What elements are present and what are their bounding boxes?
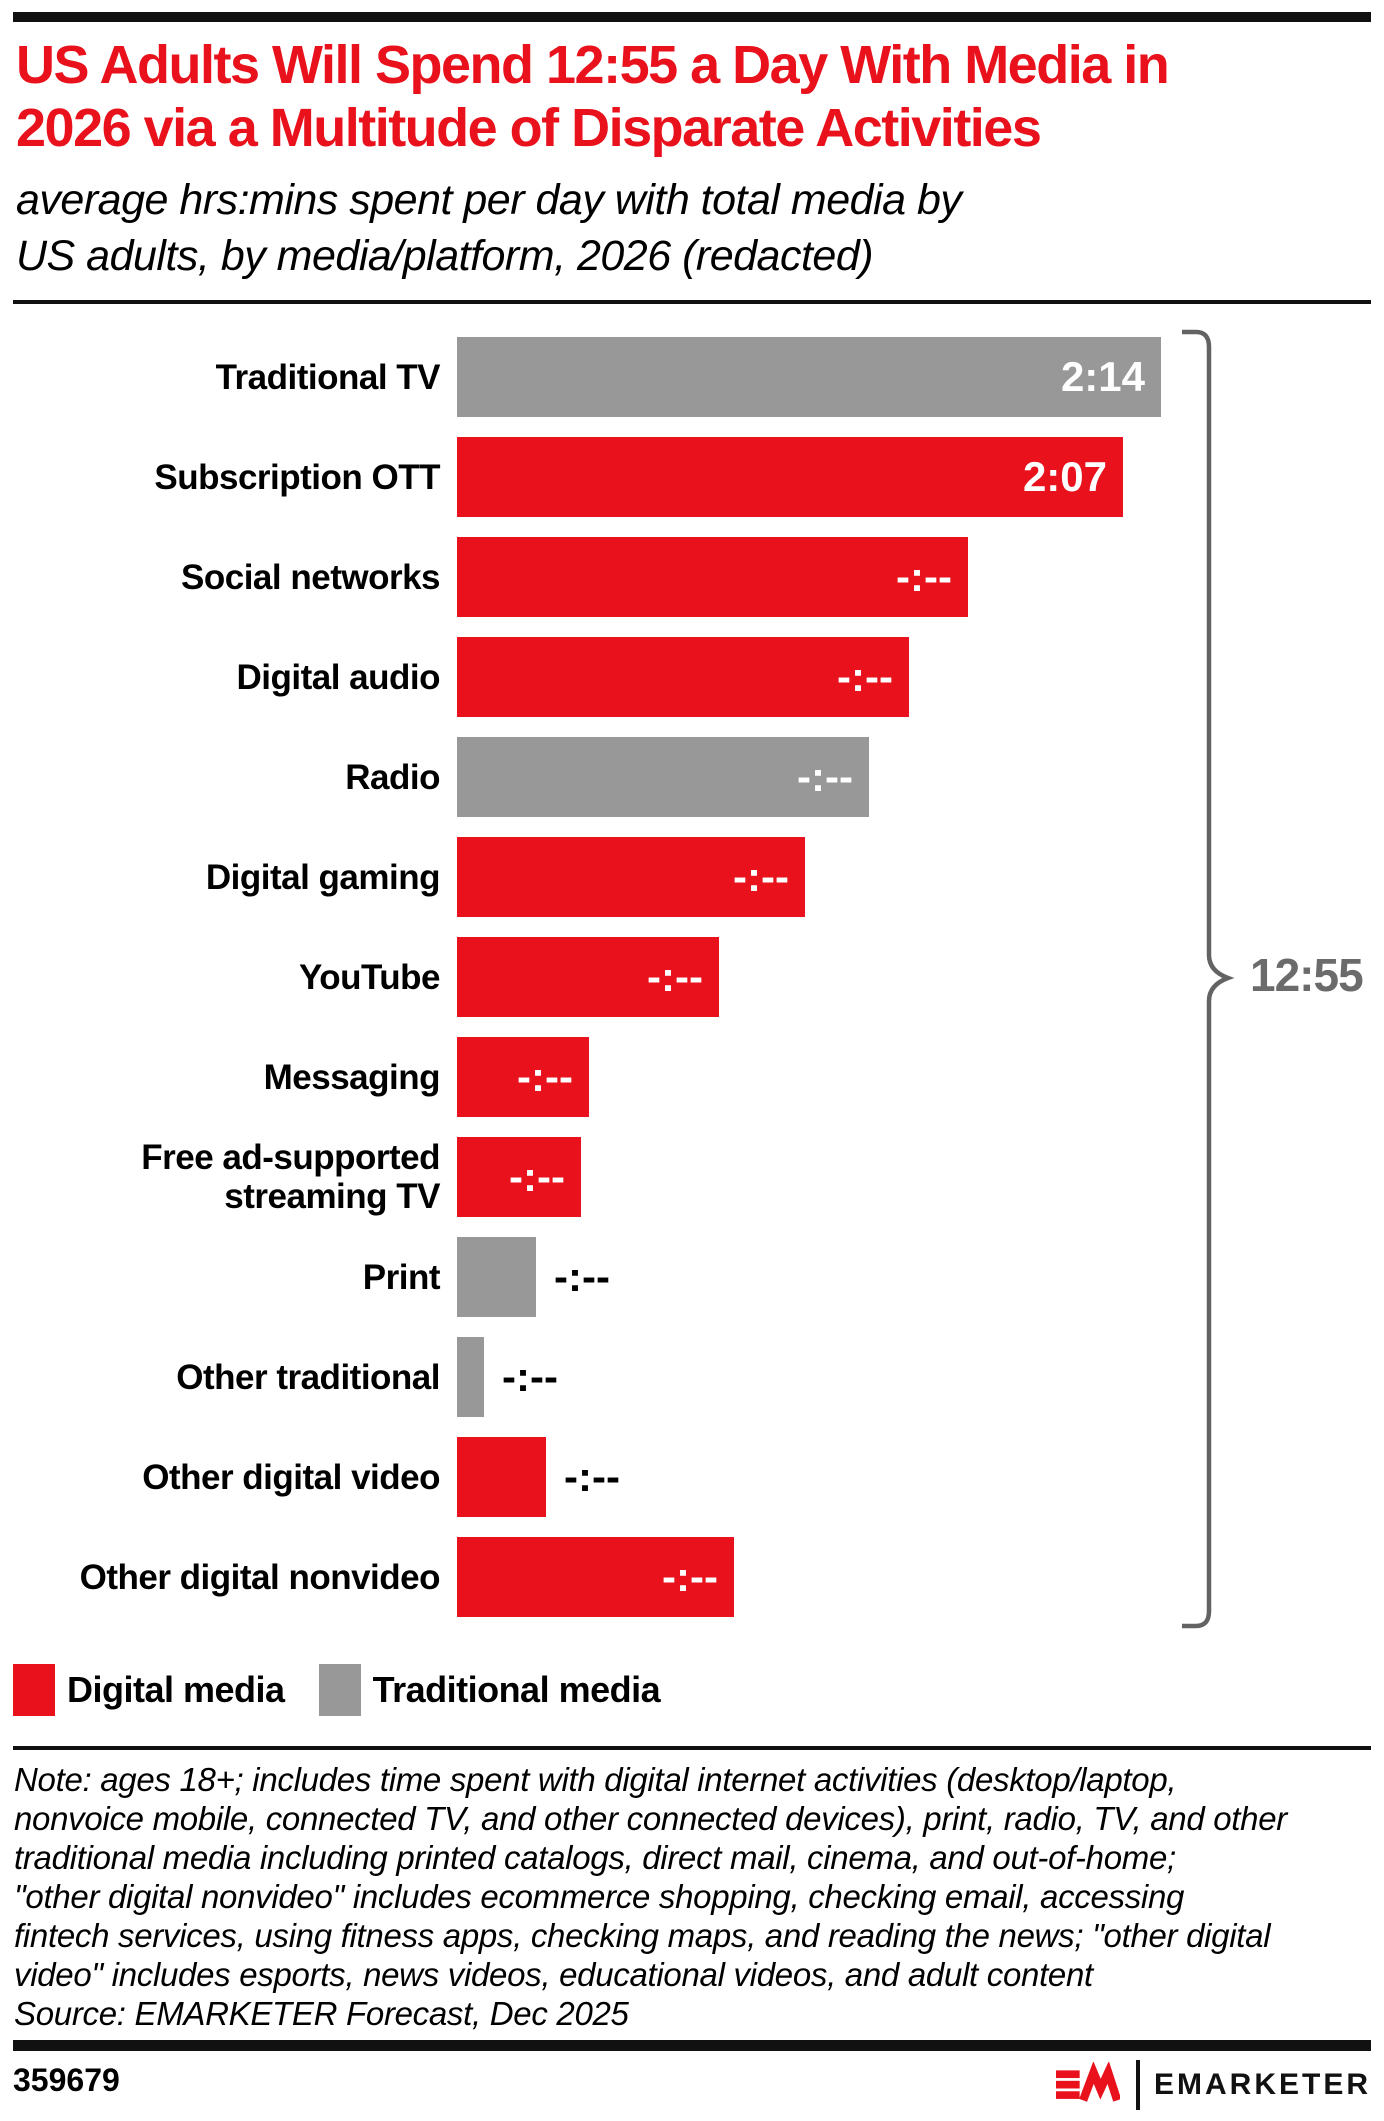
bar-value: -:-- xyxy=(502,1353,558,1400)
bar-value: -:-- xyxy=(509,1153,565,1200)
bar: -:-- xyxy=(457,1537,734,1617)
bar-value: -:-- xyxy=(837,653,893,700)
chart-subtitle-line2: US adults, by media/platform, 2026 (reda… xyxy=(16,232,874,280)
bar-value: -:-- xyxy=(564,1453,620,1500)
bar-value: -:-- xyxy=(517,1053,573,1100)
bar-label: Print xyxy=(362,1257,441,1297)
bar-label: Other digital nonvideo xyxy=(79,1557,441,1597)
em-logo-m xyxy=(1079,2062,1120,2102)
legend-item-digital: Digital media xyxy=(13,1664,285,1716)
chart-title-line1: US Adults Will Spend 12:55 a Day With Me… xyxy=(16,35,1170,95)
legend: Digital media Traditional media xyxy=(13,1664,694,1716)
bar xyxy=(457,1437,546,1517)
bar xyxy=(457,1337,484,1417)
footer-rule xyxy=(13,2040,1371,2051)
chart-note: Note: ages 18+; includes time spent with… xyxy=(14,1760,1374,2033)
bar: -:-- xyxy=(457,937,719,1017)
bar-value: 2:07 xyxy=(1022,453,1107,500)
title-divider xyxy=(13,300,1371,304)
bar: -:-- xyxy=(457,537,968,617)
bar-label: Subscription OTT xyxy=(154,457,440,497)
bar xyxy=(457,1237,536,1317)
note-divider xyxy=(13,1746,1371,1750)
bar-value: -:-- xyxy=(797,753,853,800)
bar: -:-- xyxy=(457,1137,581,1217)
bar: 2:14 xyxy=(457,337,1161,417)
bar-label: Other traditional xyxy=(176,1357,440,1397)
bar-label: Social networks xyxy=(181,557,440,597)
source-line: Source: EMARKETER Forecast, Dec 2025 xyxy=(14,1995,629,2032)
total-brace-path xyxy=(1182,329,1235,1629)
note-line: nonvoice mobile, connected TV, and other… xyxy=(14,1800,1287,1837)
emarketer-logo: EMARKETER xyxy=(1055,2060,1371,2110)
legend-swatch-traditional xyxy=(318,1664,361,1716)
bar-label: Radio xyxy=(345,757,440,797)
legend-swatch-digital xyxy=(13,1664,55,1716)
note-line: traditional media including printed cata… xyxy=(14,1839,1176,1876)
bar: -:-- xyxy=(457,837,805,917)
total-brace xyxy=(1182,329,1235,1629)
logo-wordmark: EMARKETER xyxy=(1153,2068,1371,2101)
bar-value: -:-- xyxy=(554,1253,610,1300)
note-line: "other digital nonvideo" includes ecomme… xyxy=(14,1878,1185,1915)
bar-value: -:-- xyxy=(733,853,789,900)
note-line: fintech services, using fitness apps, ch… xyxy=(14,1917,1271,1954)
top-rule xyxy=(13,12,1371,22)
bar-label: Digital audio xyxy=(236,657,441,697)
total-value: 12:55 xyxy=(1250,949,1364,1001)
em-logo-mark xyxy=(1055,2062,1120,2102)
note-line: video" includes esports, news videos, ed… xyxy=(14,1956,1093,1993)
bar-label: Traditional TV xyxy=(215,357,441,397)
bar-label: Digital gaming xyxy=(205,857,441,897)
bar: -:-- xyxy=(457,1037,589,1117)
bar: -:-- xyxy=(457,637,909,717)
bar-label: Free ad-supported streaming TV xyxy=(141,1138,440,1216)
legend-item-traditional: Traditional media xyxy=(318,1664,661,1716)
chart-title-line2: 2026 via a Multitude of Disparate Activi… xyxy=(16,98,1042,158)
bar-value: -:-- xyxy=(647,953,703,1000)
bar-value: -:-- xyxy=(662,1553,718,1600)
bar-label: YouTube xyxy=(298,957,441,997)
note-line: Note: ages 18+; includes time spent with… xyxy=(14,1761,1177,1798)
legend-label: Traditional media xyxy=(372,1669,661,1710)
chart-subtitle: average hrs:mins spent per day with tota… xyxy=(16,172,1372,284)
logo-divider xyxy=(1135,2060,1140,2110)
chart-title: US Adults Will Spend 12:55 a Day With Me… xyxy=(16,34,1372,160)
legend-label: Digital media xyxy=(67,1669,285,1710)
bar-label: Other digital video xyxy=(142,1457,440,1497)
bar-label: Messaging xyxy=(263,1057,441,1097)
bar-value: -:-- xyxy=(896,553,952,600)
bar: -:-- xyxy=(457,737,869,817)
bar-value: 2:14 xyxy=(1060,353,1145,400)
chart-id: 359679 xyxy=(13,2062,120,2098)
bar: 2:07 xyxy=(457,437,1123,517)
chart-subtitle-line1: average hrs:mins spent per day with tota… xyxy=(16,176,962,224)
